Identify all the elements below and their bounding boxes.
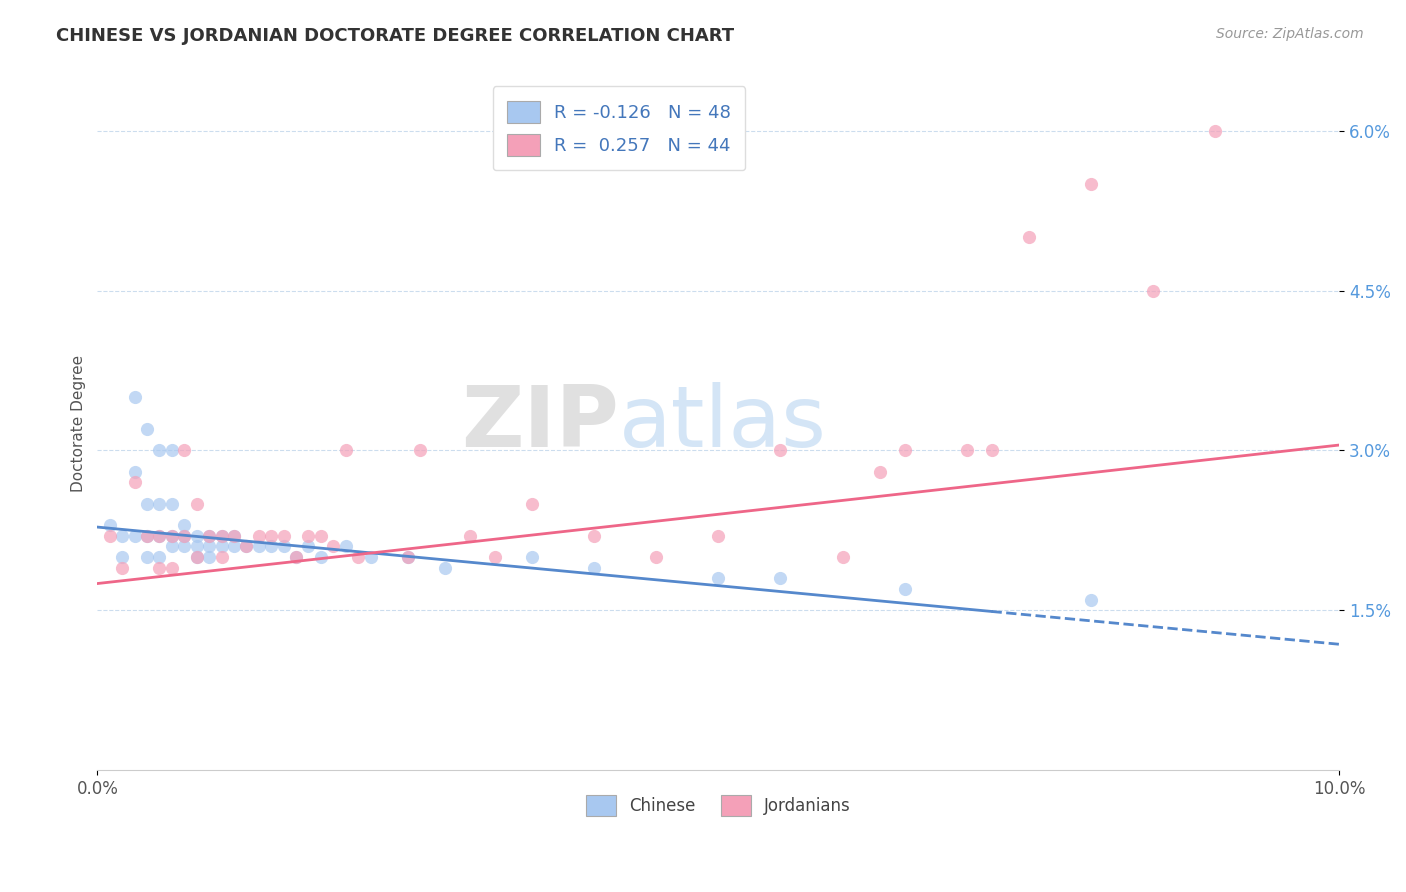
Point bbox=[198, 528, 221, 542]
Point bbox=[247, 528, 270, 542]
Point bbox=[148, 443, 170, 458]
Point bbox=[831, 549, 853, 564]
Point bbox=[893, 582, 915, 596]
Point bbox=[583, 528, 606, 542]
Point bbox=[222, 528, 245, 542]
Point bbox=[111, 560, 134, 574]
Point bbox=[160, 497, 183, 511]
Point bbox=[707, 571, 730, 585]
Point bbox=[160, 560, 183, 574]
Point bbox=[148, 560, 170, 574]
Point bbox=[285, 549, 308, 564]
Point bbox=[124, 465, 146, 479]
Point bbox=[211, 539, 233, 553]
Point bbox=[148, 549, 170, 564]
Point bbox=[211, 528, 233, 542]
Point bbox=[893, 443, 915, 458]
Point bbox=[1204, 124, 1226, 138]
Point bbox=[148, 528, 170, 542]
Point bbox=[186, 528, 208, 542]
Point bbox=[124, 528, 146, 542]
Point bbox=[273, 528, 295, 542]
Point bbox=[98, 528, 121, 542]
Point bbox=[111, 549, 134, 564]
Point bbox=[583, 560, 606, 574]
Point bbox=[186, 549, 208, 564]
Point bbox=[309, 528, 332, 542]
Point bbox=[173, 528, 195, 542]
Text: atlas: atlas bbox=[619, 382, 827, 466]
Text: CHINESE VS JORDANIAN DOCTORATE DEGREE CORRELATION CHART: CHINESE VS JORDANIAN DOCTORATE DEGREE CO… bbox=[56, 27, 734, 45]
Point bbox=[347, 549, 370, 564]
Point bbox=[136, 497, 159, 511]
Point bbox=[198, 539, 221, 553]
Point bbox=[707, 528, 730, 542]
Point bbox=[211, 549, 233, 564]
Text: ZIP: ZIP bbox=[461, 382, 619, 466]
Point bbox=[297, 528, 319, 542]
Point bbox=[645, 549, 668, 564]
Point bbox=[148, 528, 170, 542]
Point bbox=[124, 390, 146, 404]
Point bbox=[260, 539, 283, 553]
Point bbox=[186, 549, 208, 564]
Point bbox=[160, 528, 183, 542]
Point bbox=[335, 539, 357, 553]
Point bbox=[136, 528, 159, 542]
Point bbox=[173, 528, 195, 542]
Point bbox=[136, 422, 159, 436]
Point bbox=[956, 443, 979, 458]
Point bbox=[211, 528, 233, 542]
Point bbox=[520, 497, 543, 511]
Point bbox=[111, 528, 134, 542]
Text: Source: ZipAtlas.com: Source: ZipAtlas.com bbox=[1216, 27, 1364, 41]
Point bbox=[260, 528, 283, 542]
Point bbox=[396, 549, 419, 564]
Point bbox=[980, 443, 1002, 458]
Point bbox=[409, 443, 432, 458]
Legend: Chinese, Jordanians: Chinese, Jordanians bbox=[578, 787, 859, 824]
Point bbox=[173, 443, 195, 458]
Point bbox=[235, 539, 257, 553]
Point bbox=[222, 528, 245, 542]
Point bbox=[273, 539, 295, 553]
Point bbox=[484, 549, 506, 564]
Point bbox=[173, 539, 195, 553]
Point bbox=[98, 517, 121, 532]
Point bbox=[160, 539, 183, 553]
Point bbox=[769, 571, 792, 585]
Point bbox=[360, 549, 382, 564]
Point bbox=[869, 465, 891, 479]
Y-axis label: Doctorate Degree: Doctorate Degree bbox=[72, 355, 86, 492]
Point bbox=[520, 549, 543, 564]
Point bbox=[322, 539, 344, 553]
Point bbox=[769, 443, 792, 458]
Point bbox=[297, 539, 319, 553]
Point bbox=[396, 549, 419, 564]
Point bbox=[160, 528, 183, 542]
Point bbox=[335, 443, 357, 458]
Point bbox=[198, 528, 221, 542]
Point bbox=[186, 539, 208, 553]
Point bbox=[173, 517, 195, 532]
Point bbox=[434, 560, 457, 574]
Point bbox=[1142, 284, 1164, 298]
Point bbox=[148, 497, 170, 511]
Point bbox=[136, 549, 159, 564]
Point bbox=[1080, 177, 1102, 191]
Point bbox=[285, 549, 308, 564]
Point bbox=[458, 528, 481, 542]
Point bbox=[160, 443, 183, 458]
Point bbox=[235, 539, 257, 553]
Point bbox=[186, 497, 208, 511]
Point bbox=[1018, 230, 1040, 244]
Point bbox=[198, 549, 221, 564]
Point bbox=[136, 528, 159, 542]
Point bbox=[309, 549, 332, 564]
Point bbox=[124, 475, 146, 490]
Point bbox=[222, 539, 245, 553]
Point bbox=[247, 539, 270, 553]
Point bbox=[1080, 592, 1102, 607]
